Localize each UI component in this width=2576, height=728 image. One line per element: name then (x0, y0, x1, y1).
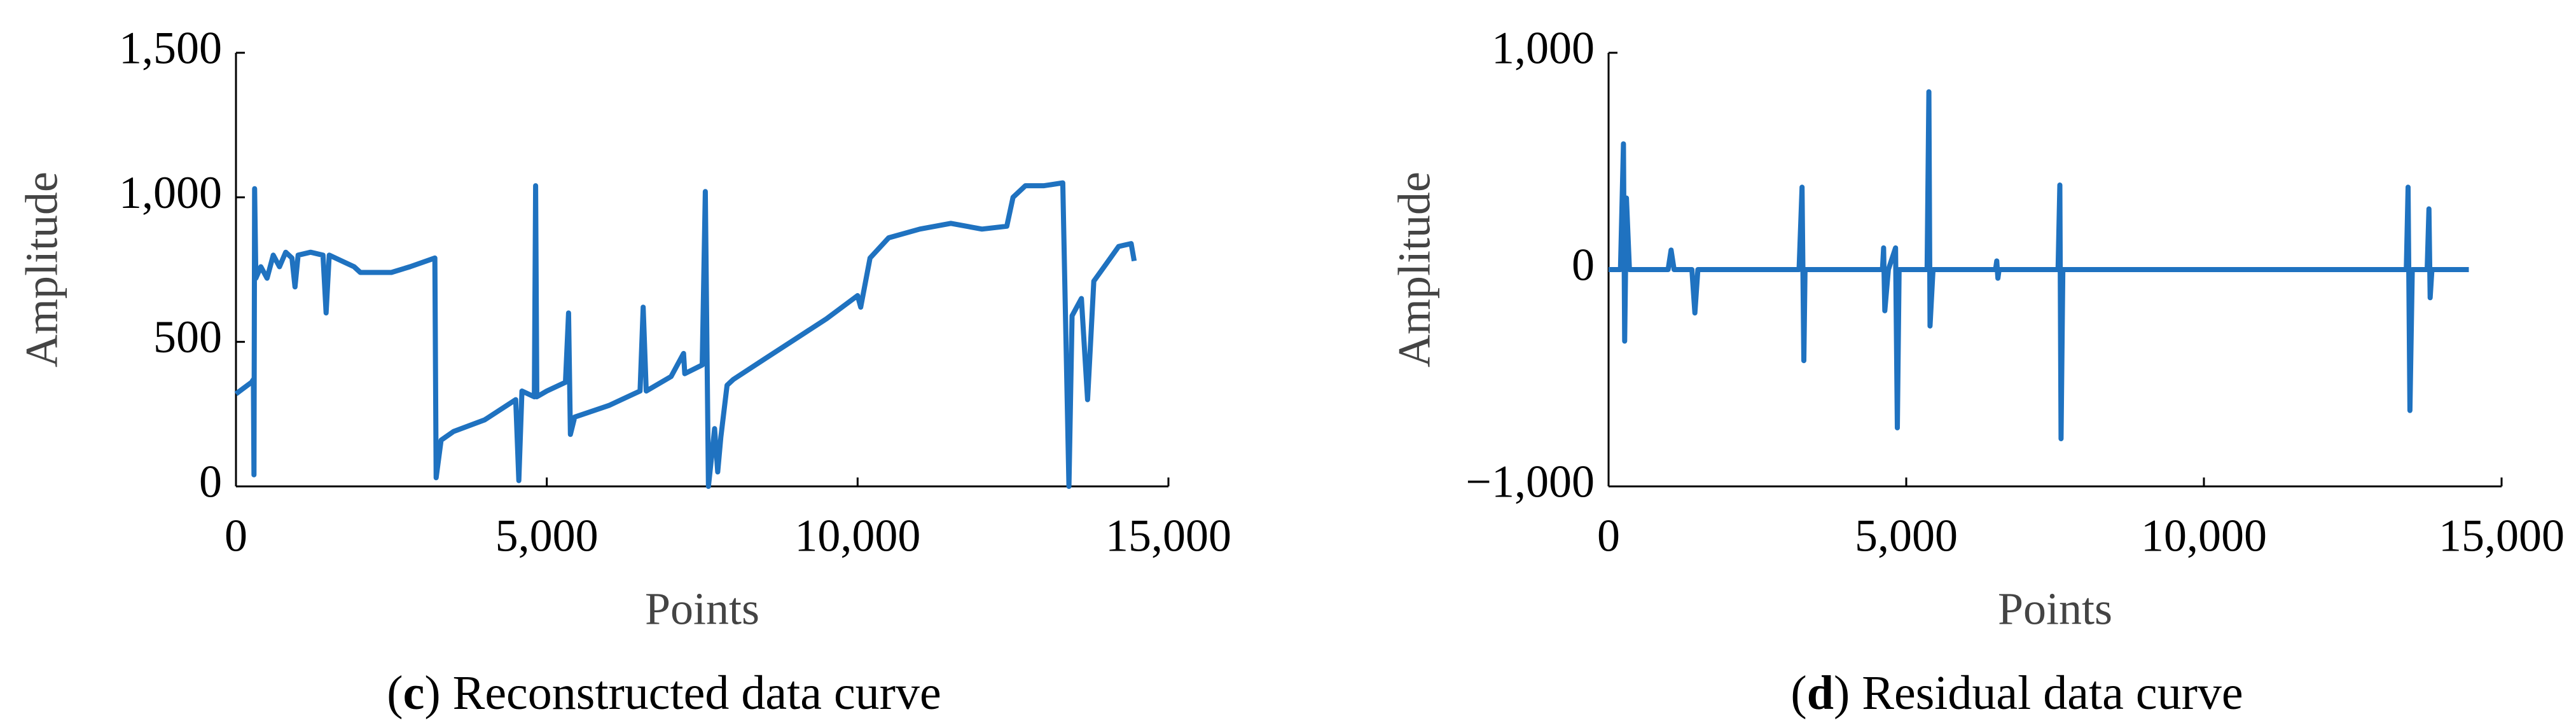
data-line (234, 180, 1137, 489)
y-axis-label: Amplitude (1389, 172, 1440, 367)
caption-part: c (403, 666, 425, 720)
data-line (1609, 89, 2469, 441)
caption-part: ( (1790, 666, 1806, 720)
y-tick-label: 1,000 (119, 167, 222, 218)
caption-part: d (1807, 666, 1834, 720)
y-tick-label: 1,000 (1492, 23, 1595, 74)
x-tick-label: 15,000 (1105, 511, 1231, 561)
y-tick-label: −1,000 (1465, 457, 1595, 507)
x-tick-label: 5,000 (495, 511, 599, 561)
y-tick-label: 0 (1572, 240, 1595, 291)
y-tick-label: 1,500 (119, 23, 222, 74)
x-axis-label: Points (645, 584, 759, 635)
x-tick-label: 5,000 (1855, 511, 1958, 561)
x-axis-label: Points (1998, 584, 2112, 635)
caption-part: ) Reconstructed data curve (424, 666, 941, 720)
y-tick-label: 0 (199, 457, 222, 507)
caption: (d) Residual data curve (1790, 666, 2243, 720)
x-tick-label: 15,000 (2439, 511, 2565, 561)
panel: 0 500 1,000 1,500 0 5,000 10,000 15,000 Points Am… (17, 23, 1231, 720)
x-tick-label: 0 (225, 511, 247, 561)
y-tick-label: 500 (153, 312, 222, 362)
caption-part: ) Residual data curve (1834, 666, 2243, 720)
caption: (c) Reconstructed data curve (387, 666, 941, 720)
x-tick-label: 10,000 (2141, 511, 2267, 561)
x-tick-label: 0 (1597, 511, 1620, 561)
caption-part: ( (387, 666, 403, 720)
y-axis-label: Amplitude (17, 172, 67, 367)
x-tick-label: 10,000 (794, 511, 920, 561)
